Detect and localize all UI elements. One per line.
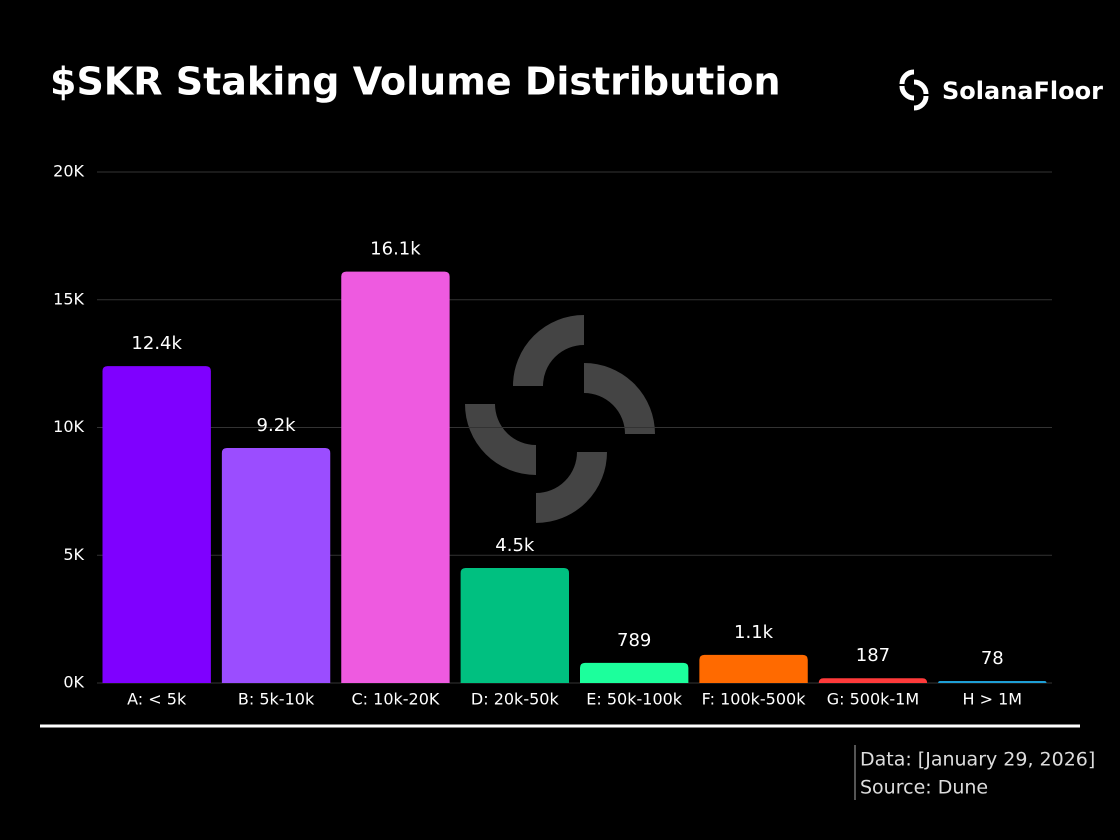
value-label: 4.5k: [495, 535, 535, 556]
y-tick-label: 15K: [53, 289, 84, 308]
y-tick-label: 20K: [53, 162, 84, 181]
x-tick-label: E: 50k-100k: [586, 690, 683, 709]
value-label: 12.4k: [131, 333, 182, 354]
value-label: 16.1k: [370, 239, 421, 260]
bar: [341, 271, 450, 683]
bar: [938, 681, 1047, 683]
brand-arc: [913, 79, 929, 95]
brand-arc: [899, 85, 915, 101]
footer-line: Data: [January 29, 2026]: [860, 749, 1095, 771]
watermark-arc: [465, 403, 537, 475]
x-tick-label: H > 1M: [963, 690, 1023, 709]
x-tick-label: D: 20k-50k: [471, 690, 560, 709]
bar: [580, 662, 689, 683]
x-tick-label: C: 10k-20K: [351, 690, 439, 709]
x-tick-label: B: 5k-10k: [238, 690, 315, 709]
bar: [221, 447, 331, 683]
chart-title: $SKR Staking Volume Distribution: [50, 60, 781, 104]
value-label: 1.1k: [734, 622, 774, 643]
brand-arc: [899, 69, 915, 85]
watermark-arc: [583, 363, 655, 435]
x-tick-label: F: 100k-500k: [702, 690, 807, 709]
value-label: 187: [856, 645, 890, 666]
value-label: 78: [981, 648, 1004, 669]
y-tick-label: 5K: [63, 545, 84, 564]
bar: [699, 654, 808, 683]
watermark: [465, 315, 655, 523]
footer-line: Source: Dune: [860, 777, 988, 799]
bar: [102, 366, 211, 683]
brand-name: SolanaFloor: [942, 77, 1103, 105]
value-label: 789: [617, 630, 651, 651]
x-tick-label: G: 500k-1M: [827, 690, 919, 709]
value-label: 9.2k: [257, 415, 297, 436]
brand-icon: [899, 69, 929, 111]
y-tick-label: 10K: [53, 417, 84, 436]
x-tick-label: A: < 5k: [127, 690, 187, 709]
brand-arc: [913, 95, 929, 111]
bar: [818, 678, 928, 683]
watermark-arc: [513, 315, 585, 387]
watermark-arc: [535, 451, 607, 523]
bar: [460, 568, 569, 683]
y-tick-label: 0K: [63, 673, 84, 692]
